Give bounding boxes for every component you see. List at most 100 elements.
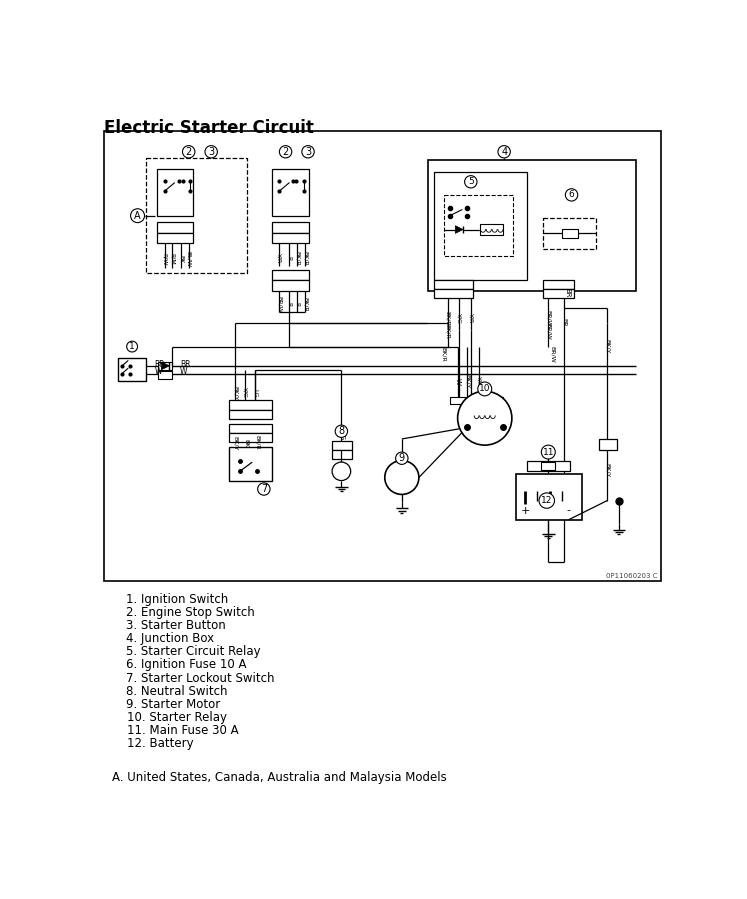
Text: BR/W: BR/W bbox=[546, 323, 551, 340]
Bar bbox=[272, 233, 309, 244]
Text: 9: 9 bbox=[399, 453, 405, 463]
Bar bbox=[105, 131, 660, 582]
Text: 5. Starter Circuit Relay: 5. Starter Circuit Relay bbox=[126, 645, 261, 658]
Text: 2. Engine Stop Switch: 2. Engine Stop Switch bbox=[126, 606, 255, 619]
Bar bbox=[229, 410, 273, 419]
Bar bbox=[157, 233, 193, 244]
Text: +: + bbox=[521, 505, 530, 516]
Text: A: A bbox=[134, 210, 141, 220]
Text: Y/R: Y/R bbox=[277, 253, 282, 263]
Bar bbox=[157, 222, 193, 233]
Text: 4: 4 bbox=[501, 147, 507, 156]
Text: R: R bbox=[295, 302, 300, 307]
Circle shape bbox=[258, 483, 270, 495]
Text: 2: 2 bbox=[185, 147, 192, 156]
Text: Electric Starter Circuit: Electric Starter Circuit bbox=[105, 119, 314, 137]
Text: Y/R: Y/R bbox=[477, 376, 482, 387]
Text: BK/R: BK/R bbox=[445, 324, 450, 339]
Text: 1: 1 bbox=[129, 343, 135, 352]
Text: BL/W: BL/W bbox=[186, 251, 191, 267]
Bar bbox=[450, 396, 465, 405]
Text: -: - bbox=[566, 505, 571, 516]
Text: BK/R: BK/R bbox=[303, 251, 308, 265]
Text: 7: 7 bbox=[261, 484, 267, 494]
Text: 10. Starter Relay: 10. Starter Relay bbox=[128, 711, 228, 724]
Text: 8: 8 bbox=[338, 426, 344, 436]
Bar bbox=[272, 222, 309, 233]
Polygon shape bbox=[456, 226, 463, 234]
Bar bbox=[543, 289, 574, 298]
Circle shape bbox=[205, 146, 217, 158]
Text: 6. Ignition Fuse 10 A: 6. Ignition Fuse 10 A bbox=[126, 658, 247, 672]
Circle shape bbox=[279, 146, 292, 158]
Polygon shape bbox=[161, 362, 170, 369]
Circle shape bbox=[332, 462, 350, 481]
Text: BK: BK bbox=[244, 439, 249, 447]
Text: 11. Main Fuse 30 A: 11. Main Fuse 30 A bbox=[128, 724, 239, 737]
Text: BR/W: BR/W bbox=[546, 310, 551, 326]
Bar bbox=[487, 396, 503, 405]
Text: LG: LG bbox=[252, 388, 258, 397]
Text: W: W bbox=[155, 368, 162, 377]
Text: BK/R: BK/R bbox=[441, 347, 446, 361]
Bar bbox=[543, 280, 574, 289]
Circle shape bbox=[542, 445, 555, 459]
Text: 4. Junction Box: 4. Junction Box bbox=[126, 632, 214, 645]
Bar bbox=[542, 462, 555, 470]
Bar bbox=[272, 170, 309, 216]
Bar bbox=[229, 447, 273, 481]
Text: BR: BR bbox=[561, 317, 566, 326]
Text: BK/R: BK/R bbox=[445, 311, 450, 325]
Text: W: W bbox=[180, 368, 187, 377]
Text: R/W: R/W bbox=[162, 253, 167, 265]
Circle shape bbox=[385, 460, 419, 494]
Text: 6: 6 bbox=[568, 191, 574, 200]
Circle shape bbox=[498, 146, 510, 158]
Text: BR/W: BR/W bbox=[277, 296, 282, 313]
Text: A. United States, Canada, Australia and Malaysia Models: A. United States, Canada, Australia and … bbox=[112, 770, 447, 784]
Bar bbox=[428, 160, 636, 291]
Text: BK/R: BK/R bbox=[303, 297, 308, 312]
Bar bbox=[229, 423, 273, 432]
Bar bbox=[543, 218, 595, 249]
Bar bbox=[562, 228, 577, 238]
Text: 10: 10 bbox=[479, 385, 491, 394]
Circle shape bbox=[182, 146, 195, 158]
Text: BK/Y: BK/Y bbox=[233, 436, 238, 450]
Text: 8. Neutral Switch: 8. Neutral Switch bbox=[126, 685, 227, 698]
Text: Y/G: Y/G bbox=[456, 313, 462, 324]
Bar bbox=[118, 358, 146, 381]
Bar bbox=[515, 474, 582, 520]
Bar bbox=[158, 362, 173, 369]
Bar bbox=[272, 270, 309, 280]
Text: 7. Starter Lockout Switch: 7. Starter Lockout Switch bbox=[126, 672, 274, 684]
Text: 0P11060203 C: 0P11060203 C bbox=[606, 574, 657, 579]
Circle shape bbox=[127, 342, 137, 352]
Text: BR: BR bbox=[180, 360, 190, 369]
Text: 11: 11 bbox=[542, 448, 554, 457]
Circle shape bbox=[335, 425, 347, 438]
Text: 12. Battery: 12. Battery bbox=[128, 737, 194, 750]
Text: BR: BR bbox=[155, 360, 165, 369]
Text: R: R bbox=[286, 302, 291, 307]
Bar bbox=[158, 371, 173, 378]
Bar bbox=[527, 461, 570, 470]
Bar bbox=[146, 158, 247, 273]
Text: Y/G: Y/G bbox=[242, 387, 247, 398]
Text: BK/Y: BK/Y bbox=[605, 463, 610, 477]
Bar bbox=[599, 439, 616, 450]
Circle shape bbox=[478, 382, 492, 396]
Text: 3: 3 bbox=[305, 147, 311, 156]
Text: BR: BR bbox=[565, 288, 571, 298]
Text: Y/R: Y/R bbox=[468, 313, 474, 324]
Text: W: W bbox=[455, 378, 461, 385]
Text: 2: 2 bbox=[282, 147, 288, 156]
Circle shape bbox=[465, 175, 477, 188]
Text: R: R bbox=[286, 256, 291, 260]
Bar bbox=[229, 432, 273, 442]
Text: 3. Starter Button: 3. Starter Button bbox=[126, 619, 226, 632]
Text: BK/Y: BK/Y bbox=[605, 340, 610, 354]
Text: BK/Y: BK/Y bbox=[233, 386, 238, 400]
Bar bbox=[444, 195, 513, 256]
Bar bbox=[434, 172, 527, 280]
